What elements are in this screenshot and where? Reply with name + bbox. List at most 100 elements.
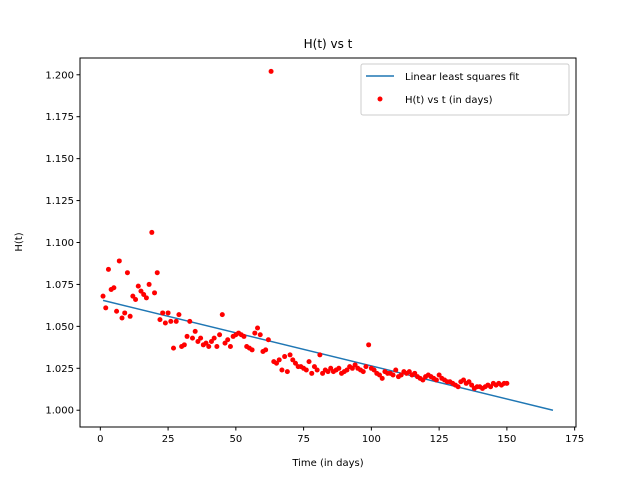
data-point (203, 340, 209, 346)
data-point (103, 305, 109, 311)
data-point (206, 343, 212, 349)
data-point (274, 360, 280, 366)
data-point (152, 290, 158, 296)
data-point (214, 343, 220, 349)
chart-title: H(t) vs t (304, 37, 353, 51)
data-point (171, 345, 177, 351)
legend: Linear least squares fit H(t) vs t (in d… (360, 63, 570, 116)
data-point (488, 384, 494, 390)
data-point (162, 320, 168, 326)
data-point (168, 318, 174, 324)
data-point (122, 310, 128, 316)
fit-line (102, 299, 554, 411)
y-axis-label: H(t) (14, 232, 25, 251)
y-tick-label: 1.025 (45, 364, 74, 375)
data-point (146, 281, 152, 287)
data-point (412, 370, 418, 376)
data-point (469, 382, 475, 388)
legend-point-swatch (377, 96, 383, 102)
x-tick-label: 175 (565, 434, 584, 445)
data-point (349, 365, 355, 371)
data-point (154, 270, 160, 276)
data-point (100, 293, 106, 299)
data-point (149, 229, 155, 235)
data-point (138, 288, 144, 294)
data-point (105, 266, 111, 272)
data-point (504, 380, 510, 386)
data-point (379, 375, 385, 381)
data-point (360, 369, 366, 375)
data-point (143, 295, 149, 301)
data-point (255, 325, 261, 331)
data-point (192, 328, 198, 334)
data-point (176, 312, 182, 318)
data-point (455, 384, 461, 390)
data-point (181, 342, 187, 348)
data-point (461, 377, 467, 383)
y-axis-ticks: 1.000 1.025 1.050 1.075 1.100 1.125 1.150 1.175… (45, 70, 80, 417)
data-point (222, 340, 228, 346)
y-tick-label: 1.050 (45, 322, 74, 333)
data-point (252, 330, 258, 336)
data-point (211, 335, 217, 341)
data-point (436, 372, 442, 378)
data-point (344, 367, 350, 373)
data-point (160, 310, 166, 316)
data-point (371, 367, 377, 373)
data-point (127, 313, 133, 319)
y-tick-label: 1.150 (45, 154, 74, 165)
data-point (141, 291, 147, 297)
data-point (249, 347, 255, 353)
data-point (466, 379, 472, 385)
data-point (320, 370, 326, 376)
data-point (219, 312, 225, 318)
x-tick-label: 25 (162, 434, 175, 445)
data-point (198, 335, 204, 341)
x-tick-label: 75 (297, 434, 310, 445)
data-point (306, 359, 312, 365)
data-point (325, 369, 331, 375)
data-point (303, 367, 309, 373)
data-point (157, 317, 163, 323)
x-tick-label: 100 (362, 434, 381, 445)
data-point (208, 338, 214, 344)
data-point (317, 352, 323, 358)
data-point (406, 369, 412, 375)
data-point (287, 352, 293, 358)
data-point (268, 68, 274, 74)
data-point (119, 315, 125, 321)
x-axis-label: Time (in days) (291, 458, 363, 469)
data-point (352, 362, 358, 368)
data-point (241, 333, 247, 339)
data-point (184, 333, 190, 339)
data-point (135, 283, 141, 289)
legend-points-label: H(t) vs t (in days) (405, 95, 493, 106)
data-point (420, 377, 426, 383)
data-point (309, 370, 315, 376)
data-point (328, 365, 334, 371)
data-point (111, 285, 117, 291)
legend-fit-label: Linear least squares fit (405, 72, 519, 83)
x-tick-label: 125 (430, 434, 449, 445)
x-axis-ticks: 0 25 50 75 100 125 150 175 (97, 427, 584, 445)
data-point (263, 347, 269, 353)
x-tick-label: 150 (497, 434, 516, 445)
data-point (282, 354, 288, 360)
data-point (363, 364, 369, 370)
data-point (225, 337, 231, 343)
y-tick-label: 1.000 (45, 406, 74, 417)
y-tick-label: 1.075 (45, 280, 74, 291)
fit-line-group (102, 299, 554, 411)
data-point (290, 357, 296, 363)
data-point (173, 318, 179, 324)
data-point (124, 270, 130, 276)
data-point (336, 365, 342, 371)
data-point (292, 360, 298, 366)
data-point (133, 297, 139, 303)
scatter-points-group (100, 68, 510, 391)
y-tick-label: 1.125 (45, 196, 74, 207)
data-point (116, 258, 122, 264)
data-point (433, 377, 439, 383)
data-point (366, 342, 372, 348)
